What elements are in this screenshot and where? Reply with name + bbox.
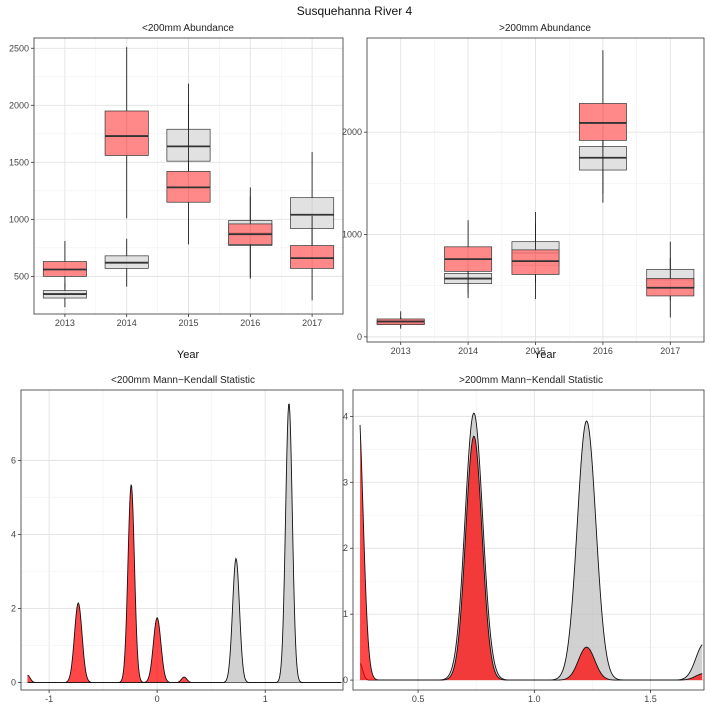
tick-label-x-p3: -1 — [45, 694, 53, 704]
tick-label-y-p3: 4 — [11, 529, 16, 539]
panel-title-p1: <200mm Abundance — [142, 23, 234, 34]
tick-label-x-p2: 2017 — [660, 346, 680, 356]
tick-label-y-p1: 500 — [14, 271, 29, 281]
tick-label-x-p4: 1.5 — [644, 694, 657, 704]
box-red — [290, 245, 335, 269]
tick-label-y-p3: 2 — [11, 604, 16, 614]
figure-title: Susquehanna River 4 — [297, 4, 413, 18]
tick-label-y-p4: 4 — [343, 411, 348, 421]
tick-label-y-p4: 1 — [343, 609, 348, 619]
box-red — [511, 249, 560, 275]
tick-label-x-p2: 2016 — [593, 346, 613, 356]
panel-p4: >200mm Mann−Kendall Statistic 0 1 2 3 4 0.5 1.… — [343, 375, 705, 704]
tick-label-y-p4: 0 — [343, 675, 348, 685]
tick-label-y-p2: 2000 — [342, 127, 362, 137]
panel-title-p2: >200mm Abundance — [499, 23, 591, 34]
tick-label-y-p2: 1000 — [342, 230, 362, 240]
tick-label-x-p1: 2015 — [178, 318, 198, 328]
tick-label-y-p4: 2 — [343, 543, 348, 553]
panel-border-p4 — [352, 389, 705, 691]
tick-label-x-p2: 2014 — [458, 346, 478, 356]
box-red — [578, 103, 627, 141]
plot-area-p4: 0 1 2 3 4 0.5 1.0 1.5 — [343, 389, 705, 704]
panel-title-p4: >200mm Mann−Kendall Statistic — [459, 375, 603, 386]
tick-label-x-p4: 1.0 — [528, 694, 541, 704]
plot-area-p3: 0 2 4 6 -1 0 1 — [11, 389, 344, 704]
tick-label-x-p3: 0 — [155, 694, 160, 704]
density-line-red — [359, 424, 703, 681]
tick-label-x-p4: 0.5 — [412, 694, 425, 704]
tick-label-y-p3: 0 — [11, 678, 16, 688]
xlabel-p2: Year — [534, 349, 557, 361]
plot-area-p2: 0 1000 2000 2013 2014 2015 2016 2017 — [342, 37, 705, 356]
tick-label-x-p2: 2015 — [525, 346, 545, 356]
panel-background-p4 — [353, 390, 704, 690]
tick-label-x-p2: 2013 — [391, 346, 411, 356]
tick-label-y-p3: 6 — [11, 455, 16, 465]
tick-label-y-p1: 1000 — [9, 214, 29, 224]
tick-label-x-p1: 2017 — [302, 318, 322, 328]
tick-label-y-p1: 1500 — [9, 157, 29, 167]
panel-title-p3: <200mm Mann−Kendall Statistic — [111, 375, 255, 386]
box-red — [104, 110, 149, 156]
plot-area-p1: 500 1000 1500 2000 2500 2013 2014 2015 2016 2017 — [9, 37, 344, 328]
panel-p3: <200mm Mann−Kendall Statistic 0 2 4 6 -1 0 1 — [11, 375, 344, 704]
tick-label-x-p1: 2013 — [55, 318, 75, 328]
tick-label-y-p4: 3 — [343, 477, 348, 487]
tick-label-x-p1: 2016 — [240, 318, 260, 328]
tick-label-y-p1: 2000 — [9, 100, 29, 110]
xlabel-p1: Year — [177, 349, 200, 361]
panel-p2: >200mm Abundance Year 0 1000 2000 2013 2014 2… — [342, 23, 705, 361]
tick-label-y-p1: 2500 — [9, 43, 29, 53]
panel-border-p3 — [20, 389, 344, 691]
tick-label-x-p3: 1 — [263, 694, 268, 704]
tick-label-y-p2: 0 — [357, 332, 362, 342]
panel-p1: <200mm Abundance Year 500 1000 1500 2000 250… — [9, 23, 344, 361]
density-line-grey — [27, 403, 342, 684]
tick-label-x-p1: 2014 — [117, 318, 137, 328]
